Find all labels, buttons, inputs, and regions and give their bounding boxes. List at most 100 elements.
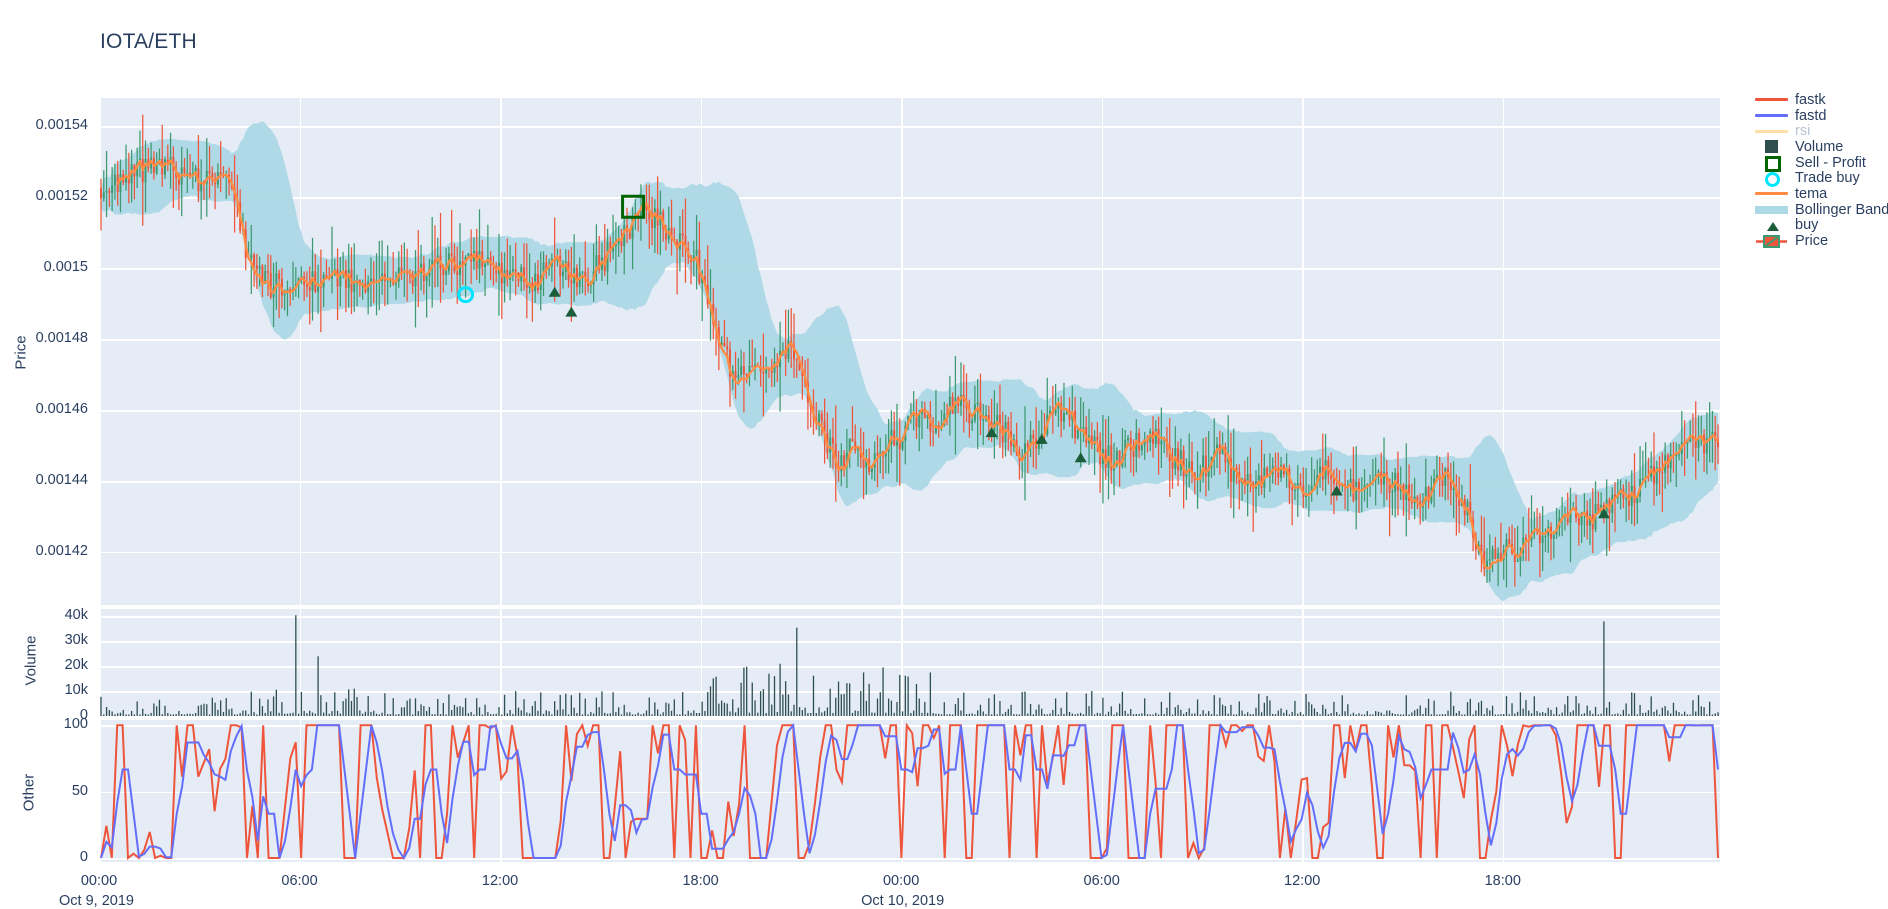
buy-marker[interactable]	[565, 306, 578, 317]
candle-body	[283, 292, 286, 296]
candle-body	[1686, 441, 1689, 445]
gridline-v	[1302, 609, 1304, 716]
candle-body	[155, 162, 158, 173]
volume-bar	[1388, 710, 1391, 716]
legend-item-sell-profit[interactable]: Sell - Profit	[1753, 155, 1888, 173]
volume-bar	[1433, 700, 1435, 716]
volume-bar	[737, 707, 739, 716]
volume-bar	[384, 693, 386, 716]
gridline-h	[99, 858, 1720, 860]
volume-bar	[1319, 714, 1321, 716]
volume-bar	[643, 713, 645, 716]
candle-body	[1494, 548, 1497, 559]
candle-body	[1694, 438, 1697, 448]
candle-body	[1177, 448, 1180, 471]
candle-body	[1675, 454, 1678, 457]
buy-marker[interactable]	[985, 427, 998, 438]
candle-body	[1669, 454, 1672, 469]
candle-body	[1655, 467, 1658, 484]
candle-body	[720, 342, 723, 345]
candle-body	[996, 414, 999, 422]
legend-item-price[interactable]: Price	[1753, 233, 1888, 249]
candle-body	[1391, 491, 1394, 493]
candle-body	[734, 371, 737, 378]
sell-profit-marker[interactable]	[621, 194, 646, 219]
candle-body	[150, 157, 153, 169]
gridline-v	[99, 98, 101, 605]
buy-marker[interactable]	[1330, 485, 1343, 496]
legend-item-rsi[interactable]: rsi	[1753, 123, 1888, 139]
volume-bar	[720, 700, 723, 716]
candle-body	[1132, 450, 1135, 457]
candle-body	[795, 359, 798, 361]
volume-bar	[846, 683, 848, 716]
candle-body	[1566, 513, 1569, 523]
legend-item-tema[interactable]: tema	[1753, 186, 1888, 202]
buy-marker[interactable]	[1597, 508, 1610, 519]
xtick: 18:00	[682, 873, 719, 889]
buy-marker[interactable]	[1074, 452, 1087, 463]
candle-body	[781, 349, 784, 351]
volume-bar	[1324, 708, 1327, 716]
volume-bar	[879, 692, 881, 716]
volume-bar	[1600, 713, 1602, 716]
candle-body	[383, 273, 386, 281]
legend-item-buy[interactable]: buy	[1753, 217, 1888, 233]
volume-bar	[990, 714, 993, 716]
legend-item-trade-buy[interactable]: Trade buy	[1753, 170, 1888, 187]
volume-bar	[1700, 706, 1702, 716]
candle-body	[1661, 472, 1664, 474]
gridline-h	[99, 716, 1720, 718]
volume-bar	[1633, 693, 1636, 716]
candle-body	[1427, 487, 1430, 502]
volume-bar	[1249, 714, 1252, 716]
volume-bar	[1182, 713, 1185, 716]
volume-bar	[587, 714, 589, 716]
volume-bar	[292, 712, 294, 716]
volume-bar	[1224, 705, 1227, 716]
buy-marker[interactable]	[548, 286, 561, 297]
candle-body	[923, 409, 926, 418]
legend-item-bollinger-band[interactable]: Bollinger Band	[1753, 202, 1888, 218]
volume-bar	[1656, 709, 1658, 716]
volume-bar	[1288, 714, 1291, 716]
candle-body	[1516, 560, 1519, 563]
legend-item-fastk[interactable]: fastk	[1753, 92, 1888, 108]
legend-item-volume[interactable]: Volume	[1753, 139, 1888, 155]
candle-body	[562, 271, 564, 276]
volume-bar	[935, 713, 937, 716]
volume-bar	[604, 712, 606, 716]
volume-bar	[915, 683, 918, 716]
candle-body	[932, 431, 935, 433]
candle-body	[912, 413, 915, 416]
volume-bar	[370, 711, 372, 716]
legend-item-fastd[interactable]: fastd	[1753, 108, 1888, 124]
candle-body	[620, 239, 623, 247]
volume-bar	[208, 714, 211, 716]
volume-bar	[150, 712, 152, 716]
candle-body	[1524, 537, 1527, 540]
candle-body	[848, 438, 851, 453]
candle-body	[1249, 474, 1252, 483]
volume-bar	[887, 698, 890, 716]
volume-bar	[412, 714, 414, 716]
trade-buy-marker[interactable]	[457, 286, 475, 304]
volume-bar	[1071, 713, 1073, 716]
candle-body	[1538, 531, 1541, 544]
volume-bar	[748, 712, 751, 716]
chart-legend[interactable]: fastk fastd rsi Volume Sell - Profit Trade bu…	[1753, 92, 1888, 249]
buy-marker[interactable]	[1035, 433, 1048, 444]
candle-body	[884, 451, 887, 457]
volume-bar	[1227, 713, 1229, 716]
volume-bar	[236, 714, 239, 716]
volume-bar	[512, 713, 514, 716]
volume-bar	[178, 710, 180, 716]
volume-bar	[1004, 711, 1007, 716]
candle-body	[1190, 461, 1193, 473]
volume-bar	[172, 714, 175, 716]
volume-bar	[1199, 714, 1201, 716]
volume-bar	[893, 712, 895, 716]
volume-bar	[1564, 704, 1566, 716]
volume-bar	[1196, 699, 1199, 716]
candle-body	[1062, 412, 1065, 422]
